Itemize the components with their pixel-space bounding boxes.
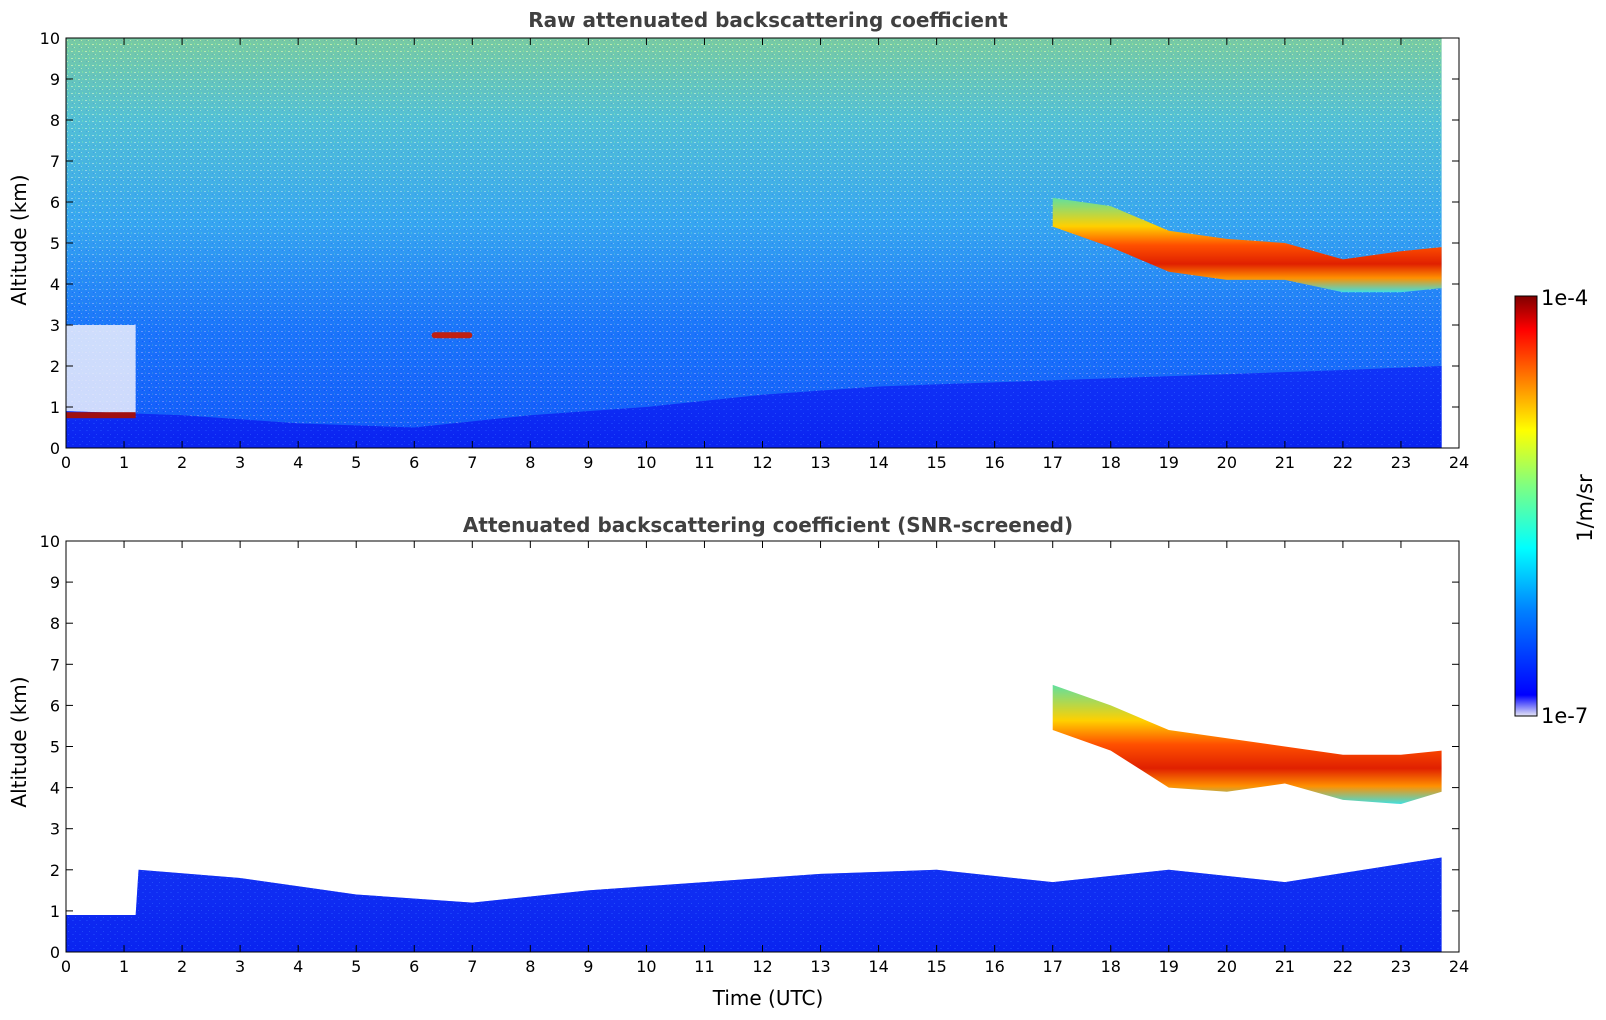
- x-tick-label: 12: [752, 453, 772, 472]
- plot-area: [66, 684, 1442, 952]
- x-tick-label: 7: [467, 453, 477, 472]
- x-tick-label: 17: [1043, 453, 1063, 472]
- mid-level-cloud: [1052, 684, 1442, 805]
- plot-area: [66, 38, 1442, 448]
- y-tick-label: 5: [50, 234, 60, 253]
- x-tick-label: 10: [636, 957, 656, 976]
- x-tick-label: 6: [409, 957, 419, 976]
- y-tick-label: 8: [50, 111, 60, 130]
- low-cloud-layer: [66, 412, 136, 419]
- y-tick-label: 10: [40, 532, 60, 551]
- x-tick-label: 6: [409, 453, 419, 472]
- y-tick-label: 0: [50, 943, 60, 962]
- x-tick-label: 8: [525, 453, 535, 472]
- axes: 0 1 2 3 4 5 6 7 8 9 10 11 12 13 14 15 16 17 18 19 20 21 22 23 24…: [40, 29, 1470, 472]
- boundary-layer-texture: [66, 366, 1442, 448]
- x-tick-label: 21: [1275, 957, 1295, 976]
- mid-level-cloud: [1052, 197, 1442, 293]
- x-tick-label: 18: [1101, 957, 1121, 976]
- panel-title: Attenuated backscattering coefficient (S…: [463, 513, 1073, 537]
- x-tick-label: 10: [636, 453, 656, 472]
- snr-screened-backscatter-panel: Attenuated backscattering coefficient (S…: [7, 513, 1469, 1010]
- x-tick-label: 1: [119, 957, 129, 976]
- x-tick-label: 16: [984, 957, 1004, 976]
- x-tick-label: 15: [926, 453, 946, 472]
- isolated-cloud: [431, 332, 473, 339]
- x-tick-label: 21: [1275, 453, 1295, 472]
- y-axis-label: Altitude (km): [7, 676, 31, 807]
- y-tick-label: 7: [50, 152, 60, 171]
- y-tick-label: 10: [40, 29, 60, 48]
- x-tick-label: 17: [1043, 957, 1063, 976]
- x-tick-label: 5: [351, 957, 361, 976]
- x-tick-label: 24: [1449, 453, 1469, 472]
- x-tick-label: 14: [868, 453, 888, 472]
- x-axis-label: Time (UTC): [712, 986, 824, 1010]
- x-tick-label: 20: [1217, 453, 1237, 472]
- x-tick-label: 11: [694, 957, 714, 976]
- x-tick-label: 18: [1101, 453, 1121, 472]
- raw-backscatter-panel: Raw attenuated backscattering coefficien…: [7, 8, 1469, 472]
- x-tick-label: 9: [583, 957, 593, 976]
- x-tick-label: 2: [177, 957, 187, 976]
- x-tick-label: 24: [1449, 957, 1469, 976]
- y-tick-label: 9: [50, 573, 60, 592]
- x-tick-label: 15: [926, 957, 946, 976]
- x-tick-label: 9: [583, 453, 593, 472]
- y-tick-label: 6: [50, 696, 60, 715]
- x-tick-label: 16: [984, 453, 1004, 472]
- panel-title: Raw attenuated backscattering coefficien…: [528, 8, 1008, 32]
- y-tick-label: 1: [50, 398, 60, 417]
- x-tick-label: 11: [694, 453, 714, 472]
- y-tick-label: 1: [50, 902, 60, 921]
- x-tick-label: 12: [752, 957, 772, 976]
- axes: 0 1 2 3 4 5 6 7 8 9 10 11 12 13 14 15 16 17 18 19 20 21 22 23 24…: [40, 532, 1470, 976]
- y-tick-label: 9: [50, 70, 60, 89]
- x-tick-label: 8: [525, 957, 535, 976]
- x-tick-label: 19: [1159, 453, 1179, 472]
- x-tick-label: 14: [868, 957, 888, 976]
- y-tick-label: 2: [50, 357, 60, 376]
- colorbar-min-label: 1e-7: [1541, 704, 1588, 728]
- x-tick-label: 23: [1391, 957, 1411, 976]
- y-tick-label: 4: [50, 779, 60, 798]
- x-tick-label: 7: [467, 957, 477, 976]
- x-tick-label: 23: [1391, 453, 1411, 472]
- y-tick-label: 7: [50, 655, 60, 674]
- y-tick-label: 8: [50, 614, 60, 633]
- x-tick-label: 4: [293, 957, 303, 976]
- x-tick-label: 19: [1159, 957, 1179, 976]
- y-axis-label: Altitude (km): [7, 174, 31, 305]
- y-tick-label: 3: [50, 820, 60, 839]
- y-tick-label: 5: [50, 738, 60, 757]
- colorbar-max-label: 1e-4: [1541, 286, 1588, 310]
- x-tick-label: 0: [61, 453, 71, 472]
- x-tick-label: 22: [1333, 453, 1353, 472]
- x-tick-label: 0: [61, 957, 71, 976]
- x-tick-label: 4: [293, 453, 303, 472]
- x-tick-label: 13: [810, 453, 830, 472]
- x-tick-label: 13: [810, 957, 830, 976]
- x-tick-label: 5: [351, 453, 361, 472]
- y-tick-label: 0: [50, 439, 60, 458]
- x-tick-label: 2: [177, 453, 187, 472]
- colorbar-units-label: 1/m/sr: [1573, 474, 1597, 542]
- boundary-layer-texture: [66, 857, 1442, 952]
- x-tick-label: 3: [235, 957, 245, 976]
- y-tick-label: 4: [50, 275, 60, 294]
- colorbar-gradient: [1514, 295, 1538, 717]
- y-tick-label: 2: [50, 861, 60, 880]
- y-tick-label: 6: [50, 193, 60, 212]
- x-tick-label: 3: [235, 453, 245, 472]
- x-tick-label: 22: [1333, 957, 1353, 976]
- x-tick-label: 1: [119, 453, 129, 472]
- y-tick-label: 3: [50, 316, 60, 335]
- colorbar: 1e-4 1e-7 1/m/sr: [1514, 286, 1597, 728]
- sparse-region: [66, 325, 136, 416]
- x-tick-label: 20: [1217, 957, 1237, 976]
